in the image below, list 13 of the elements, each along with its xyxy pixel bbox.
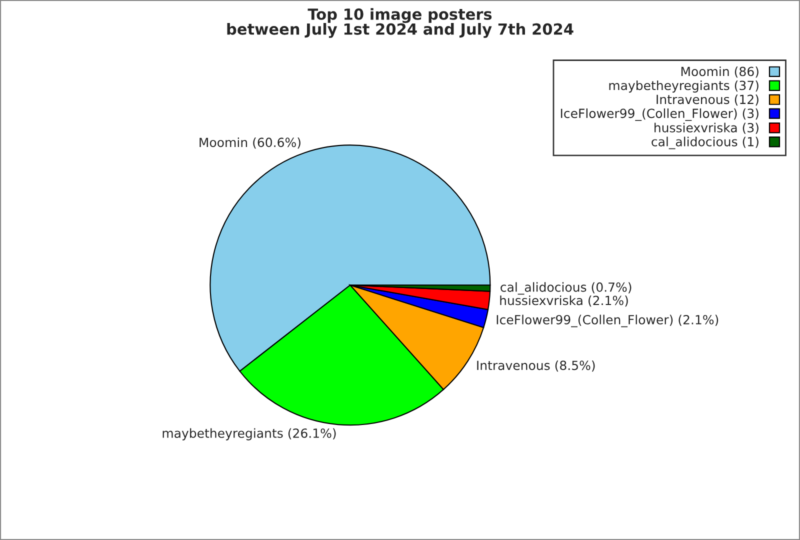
data-label: Intravenous (8.5%) <box>477 360 595 372</box>
legend-label: hussiexvriska (3) <box>654 122 758 134</box>
data-label: IceFlower99_(Collen_Flower) (2.1%) <box>496 314 718 328</box>
data-label: cal_alidocious (0.7%) <box>500 282 632 295</box>
data-label: hussiexvriska (2.1%) <box>500 295 628 307</box>
legend-label: Intravenous (12) <box>656 94 758 106</box>
legend-label: IceFlower99_(Collen_Flower) (3) <box>560 108 758 121</box>
legend-label: maybetheyregiants (37) <box>609 80 758 93</box>
legend-label: cal_alidocious (1) <box>652 136 758 150</box>
legend-label: Moomin (86) <box>681 66 758 78</box>
chart-title: Top 10 image posters between July 1st 2024 and July 7th 2024 <box>227 8 574 38</box>
data-label: maybetheyregiants (26.1%) <box>162 428 336 440</box>
data-label: Moomin (60.6%) <box>200 137 300 149</box>
